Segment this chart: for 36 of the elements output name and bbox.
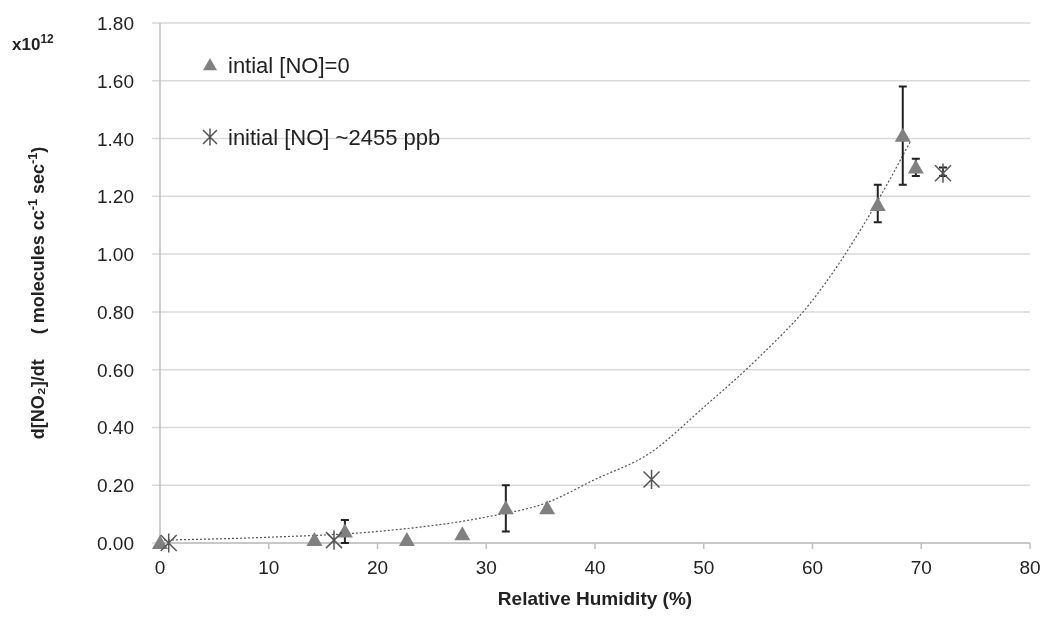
point (398, 532, 415, 547)
point (934, 162, 952, 184)
x-axis-title: Relative Humidity (%) (497, 588, 693, 609)
legend-label: initial [NO] ~2455 ppb (228, 125, 441, 150)
x-tick-label: 10 (258, 557, 280, 578)
x-tick-label: 60 (801, 557, 824, 578)
point (539, 500, 556, 515)
x-tick-label: 40 (584, 557, 606, 578)
y-tick-label: 0.60 (97, 359, 134, 381)
y-tick-label: 0.20 (97, 475, 134, 497)
y-tick-label: 0.80 (97, 301, 134, 323)
y-tick-label: 1.60 (97, 70, 134, 92)
point (454, 526, 471, 541)
y-tick-label: 1.00 (97, 244, 134, 266)
x-tick-label: 80 (1019, 557, 1041, 578)
x-tick-label: 0 (154, 557, 166, 578)
x-tick-label: 30 (475, 557, 497, 578)
x-tick-label: 20 (366, 557, 389, 578)
point (306, 532, 323, 547)
point (642, 469, 661, 490)
point (325, 529, 343, 551)
legend-label: intial [NO]=0 (228, 53, 350, 78)
point (152, 535, 168, 549)
x-tick-label: 70 (910, 557, 932, 578)
point (869, 197, 886, 211)
y-tick-label: 0.40 (97, 417, 134, 439)
point (907, 159, 924, 174)
x-tick-label: 50 (693, 557, 715, 578)
y-tick-label: 0.00 (97, 533, 134, 554)
text: x10$^{12}$ (12, 32, 54, 54)
y-tick-label: 1.40 (97, 128, 134, 150)
point (159, 532, 178, 554)
y-tick-label: 1.80 (97, 13, 134, 34)
point (894, 127, 911, 142)
point (497, 500, 514, 515)
y-tick-label: 1.20 (97, 186, 134, 208)
